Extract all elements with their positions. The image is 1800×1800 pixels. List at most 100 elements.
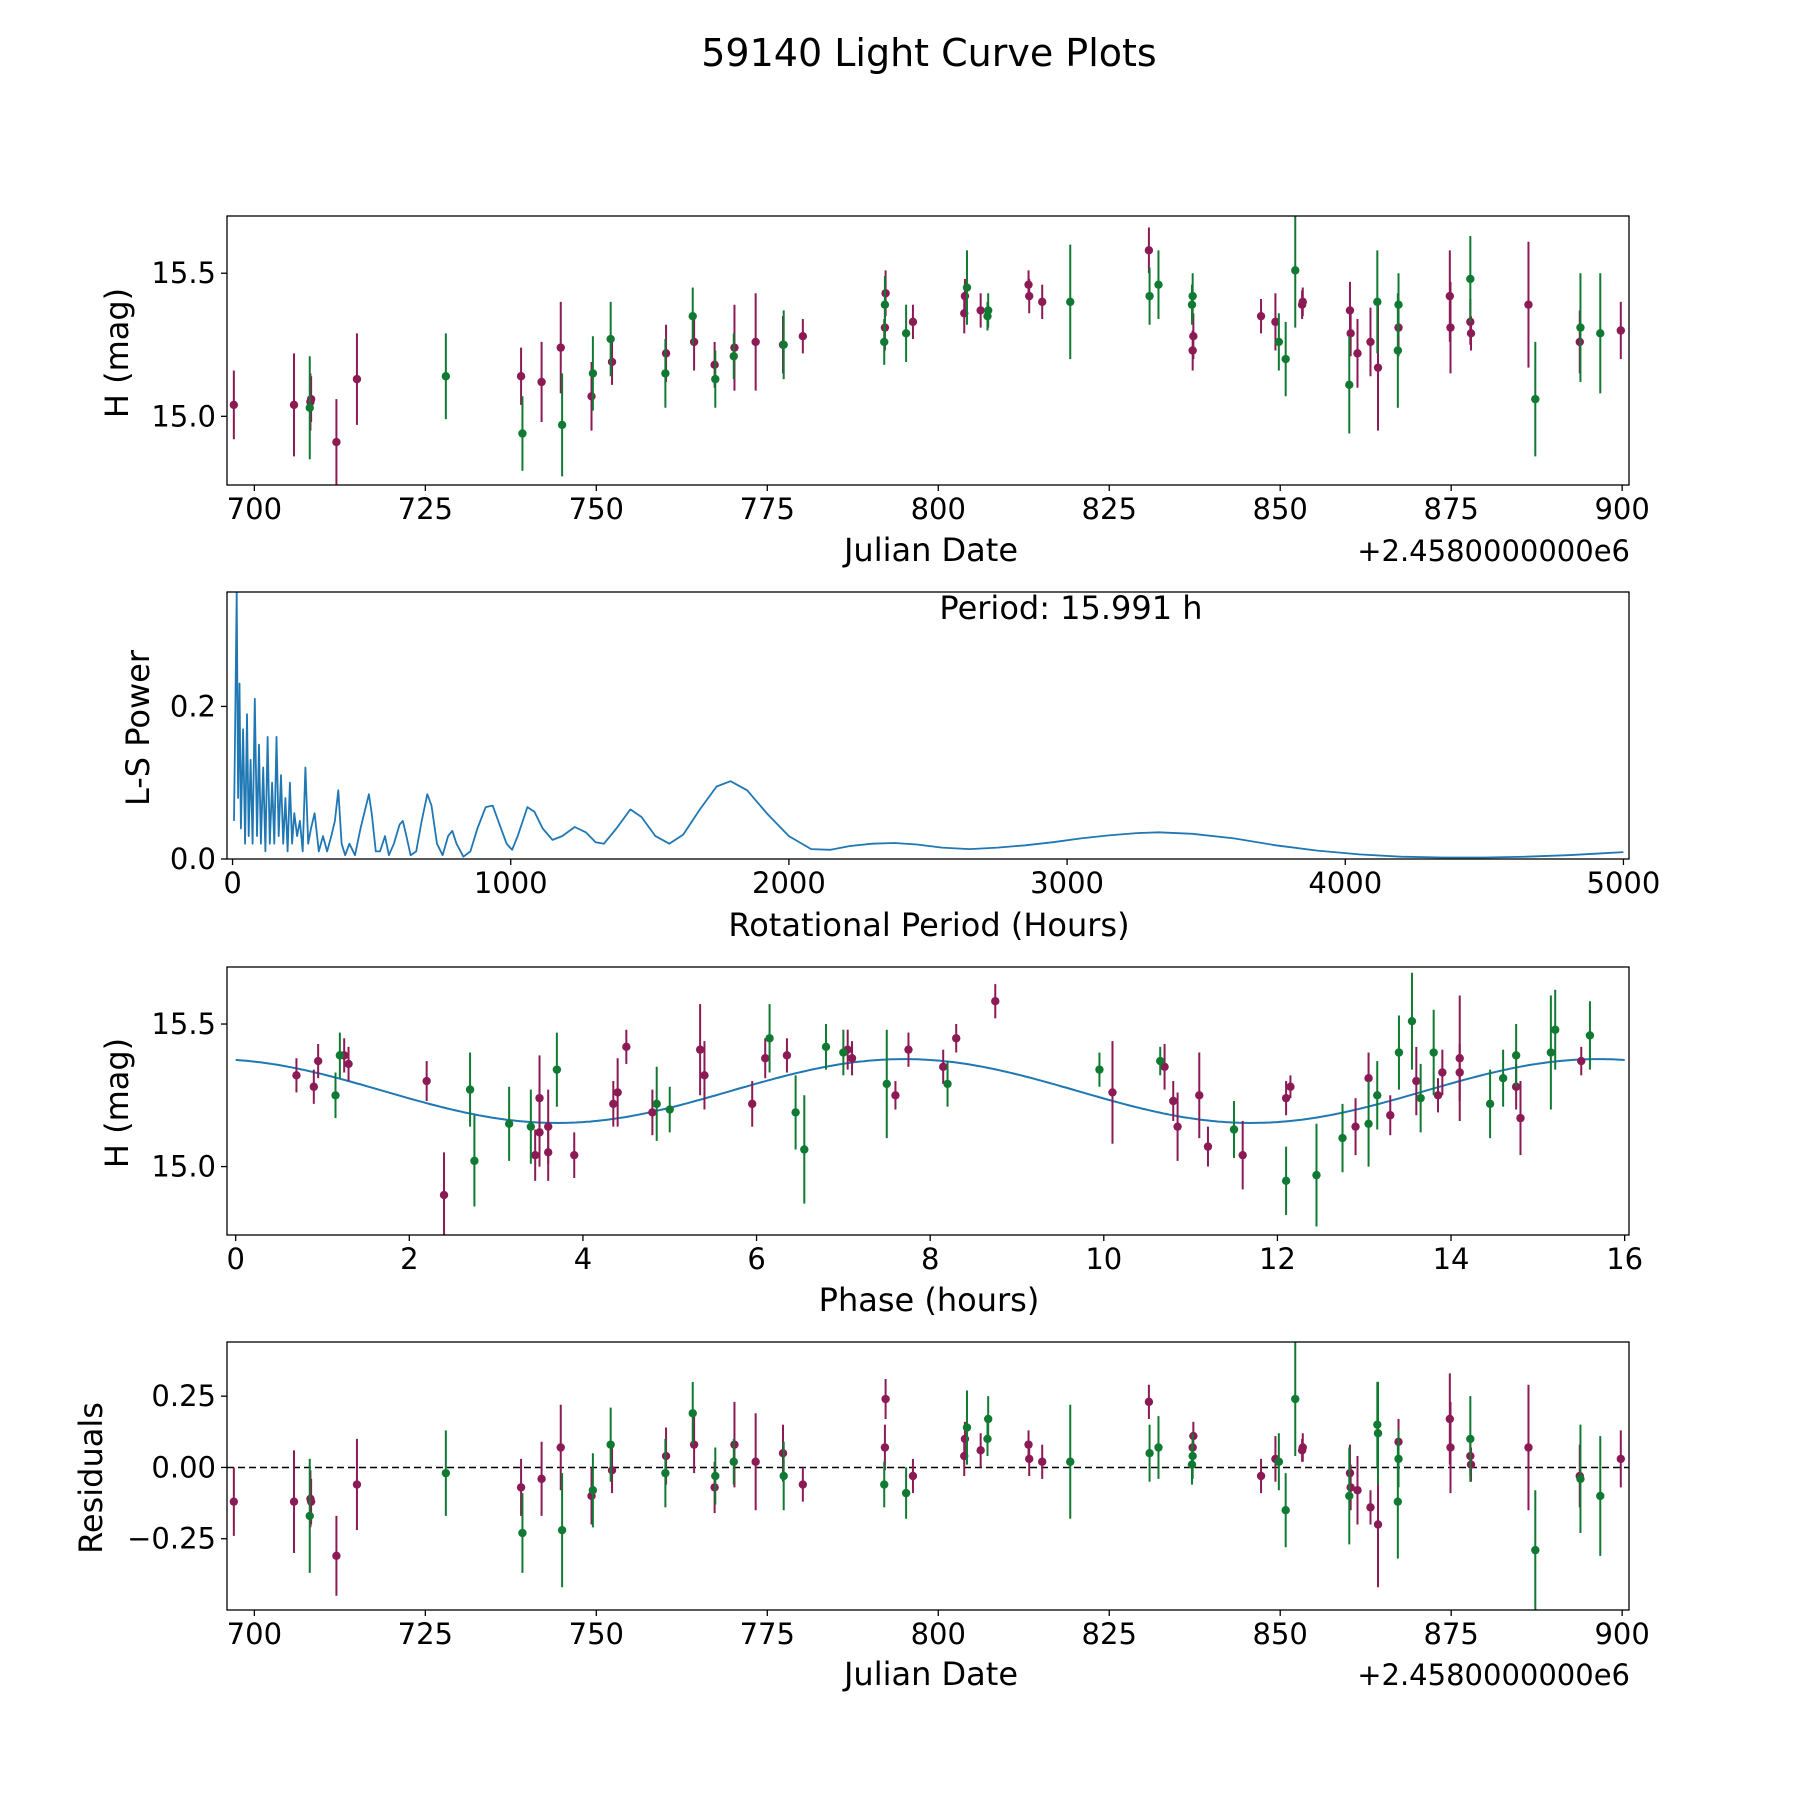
magenta-data-point [1353,1486,1362,1495]
magenta-data-point [516,1483,526,1492]
lightcurve-xtick-label: 775 [740,492,795,526]
green-data-point [880,1480,889,1489]
magenta-data-point [1271,317,1280,327]
periodogram-line [233,592,1624,859]
green-data-point [1291,1394,1300,1404]
magenta-data-point [1433,1091,1443,1100]
magenta-data-point [422,1076,431,1086]
green-data-point [1373,1091,1382,1100]
magenta-data-point [1412,1076,1421,1086]
green-data-point [305,1511,314,1521]
green-data-point [880,300,890,309]
lightcurve-xtick-label: 875 [1424,492,1479,526]
green-data-point [1394,300,1403,309]
residuals-xtick-label: 825 [1082,1617,1137,1651]
magenta-data-point [1025,291,1034,301]
model-fit-curve [235,1058,1625,1125]
green-data-point [983,306,993,315]
green-data-point [1485,1099,1495,1109]
magenta-data-point [1366,337,1375,347]
green-data-point [1274,337,1284,347]
green-data-point [557,1525,567,1535]
lightcurve-xtick-label: 750 [569,492,624,526]
green-data-point [441,372,451,381]
residuals-ytick-label: 0.25 [151,1379,216,1413]
green-data-point [305,403,314,412]
green-data-point [943,1079,952,1089]
residuals-ylabel: Residuals [72,1402,110,1554]
magenta-data-point [306,1497,316,1506]
magenta-data-point [352,374,362,384]
magenta-data-point [1298,297,1307,307]
residuals-xtick-label: 775 [740,1617,795,1651]
magenta-data-point [556,343,565,352]
green-data-point [1364,1119,1373,1129]
green-data-point [688,1409,697,1418]
magenta-data-point [689,1440,699,1449]
green-data-point [729,1457,738,1466]
periodogram-plot-area [233,592,1624,859]
phased-ytick-label: 15.0 [151,1150,216,1184]
green-data-point [1281,354,1290,364]
magenta-data-point [938,1062,948,1071]
magenta-data-point [891,1091,900,1100]
magenta-data-point [847,1054,857,1063]
magenta-data-point [544,1122,553,1131]
magenta-data-point [1195,1091,1204,1100]
magenta-data-point [313,1056,323,1066]
magenta-data-point [782,1051,792,1060]
green-data-point [441,1468,451,1478]
magenta-data-point [537,377,546,387]
green-data-point [1546,1048,1556,1057]
green-data-point [1466,1434,1475,1444]
phased-ylabel: H (mag) [98,1038,136,1168]
periodogram-xtick-label: 0 [223,866,241,900]
magenta-data-point [289,1497,299,1506]
magenta-data-point [751,337,760,347]
green-data-point [765,1034,774,1043]
green-data-point [661,1468,670,1478]
magenta-data-point [952,1034,961,1043]
green-data-point [606,1440,615,1449]
magenta-data-point [748,1099,757,1109]
green-data-point [1393,346,1403,355]
magenta-data-point [1455,1068,1464,1077]
green-data-point [1407,1016,1417,1026]
green-data-point [880,337,889,347]
magenta-data-point [1386,1111,1395,1120]
magenta-data-point [609,1099,618,1109]
green-data-point [839,1048,848,1057]
residuals-xtick-label: 900 [1594,1617,1649,1651]
green-data-point [779,1471,788,1481]
green-data-point [1511,1051,1521,1060]
magenta-data-point [689,337,699,347]
residuals-xtick-label: 750 [569,1617,624,1651]
magenta-data-point [1373,363,1383,372]
magenta-data-point [1577,1056,1586,1066]
magenta-data-point [908,1471,918,1481]
periodogram-ytick-label: 0.0 [170,842,216,876]
magenta-data-point [1281,1093,1291,1103]
green-data-point [1394,1048,1404,1057]
magenta-data-point [695,1045,705,1054]
periodogram-xlabel: Rotational Period (Hours) [728,906,1129,944]
green-data-point [1154,280,1163,289]
lightcurve-xtick-label: 900 [1594,492,1649,526]
magenta-data-point [1144,246,1154,255]
lightcurve-xtick-label: 725 [398,492,453,526]
green-data-point [652,1099,661,1109]
magenta-data-point [991,997,1000,1006]
period-annotation: Period: 15.991 h [939,589,1202,627]
phased-xtick-label: 16 [1606,1242,1643,1276]
magenta-data-point [1438,1068,1447,1077]
magenta-data-point [700,1071,709,1080]
phased-xtick-label: 14 [1433,1242,1470,1276]
magenta-data-point [352,1480,362,1489]
green-data-point [588,369,598,378]
magenta-data-point [1616,1454,1625,1464]
magenta-data-point [1038,297,1047,307]
magenta-data-point [229,400,239,410]
green-data-point [552,1065,562,1074]
green-data-point [1229,1125,1239,1134]
magenta-data-point [306,394,316,404]
